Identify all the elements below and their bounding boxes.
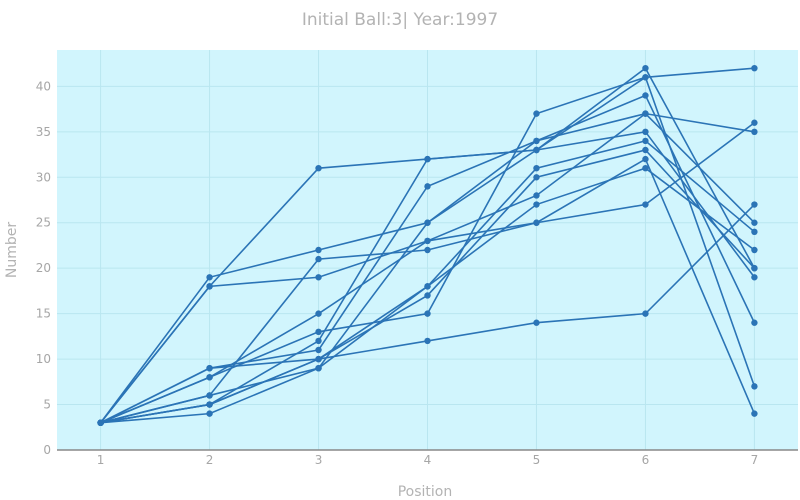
data-point	[424, 183, 431, 190]
data-point	[424, 310, 431, 317]
data-point	[424, 337, 431, 345]
data-point	[533, 110, 540, 117]
data-point	[206, 283, 213, 290]
data-point	[315, 164, 322, 172]
data-point	[315, 310, 322, 317]
data-point	[315, 337, 322, 345]
data-point	[206, 410, 213, 417]
y-tick-label: 0	[43, 443, 51, 457]
data-point	[751, 201, 758, 208]
data-point	[751, 264, 758, 272]
data-point	[751, 119, 758, 126]
data-point	[533, 201, 540, 208]
x-tick-label: 2	[206, 453, 214, 467]
data-point	[533, 137, 540, 145]
y-tick-label: 40	[36, 79, 51, 93]
data-point	[751, 410, 758, 417]
data-point	[206, 374, 213, 381]
data-point	[751, 128, 758, 136]
data-point	[751, 228, 758, 236]
data-point	[751, 383, 758, 390]
data-point	[424, 155, 431, 163]
data-point	[642, 92, 649, 99]
data-point	[642, 128, 649, 136]
data-point	[751, 219, 758, 226]
x-tick-label: 7	[751, 453, 759, 467]
y-tick-label: 30	[36, 170, 51, 184]
x-tick-label: 5	[533, 453, 541, 467]
x-tick-label: 3	[315, 453, 323, 467]
y-tick-label: 15	[36, 307, 51, 321]
data-point	[315, 246, 322, 254]
data-point	[206, 274, 213, 281]
x-tick-label: 4	[424, 453, 432, 467]
x-tick-label: 6	[642, 453, 650, 467]
data-point	[315, 255, 322, 263]
data-point	[424, 219, 431, 226]
data-point	[642, 155, 649, 163]
data-point	[533, 219, 540, 226]
y-tick-label: 35	[36, 125, 51, 139]
data-point	[642, 74, 649, 81]
data-point	[642, 137, 649, 145]
y-tick-label: 10	[36, 352, 51, 366]
data-point	[642, 201, 649, 208]
y-tick-label: 20	[36, 261, 51, 275]
data-point	[642, 146, 649, 154]
y-tick-label: 5	[43, 398, 51, 412]
data-point	[751, 274, 758, 281]
series-markers	[97, 64, 758, 426]
y-axis-title: Number	[4, 222, 20, 278]
data-point	[533, 174, 540, 181]
data-point	[533, 164, 540, 172]
data-point	[751, 64, 758, 72]
data-point	[424, 246, 431, 254]
data-point	[424, 283, 431, 290]
data-point	[642, 164, 649, 172]
data-point	[751, 319, 758, 326]
data-point	[206, 364, 213, 372]
data-point	[424, 237, 431, 245]
data-point	[206, 392, 213, 399]
data-point	[315, 355, 322, 363]
chart-title: Initial Ball:3| Year:1997	[302, 10, 498, 30]
data-point	[315, 346, 322, 354]
tick-labels: 0 5 10 15 20 25 30 35 40 1 2 3 4 5 6 7	[36, 79, 759, 467]
data-point	[533, 192, 540, 199]
data-point	[315, 328, 322, 336]
data-point	[751, 246, 758, 254]
data-point	[533, 319, 540, 326]
x-axis-title: Position	[398, 484, 453, 500]
data-point	[642, 310, 649, 317]
data-point	[533, 146, 540, 154]
data-point	[315, 274, 322, 281]
data-point	[315, 364, 322, 372]
data-point	[97, 419, 104, 426]
data-point	[642, 110, 649, 117]
y-tick-label: 25	[36, 216, 51, 230]
data-point	[642, 64, 649, 72]
data-point	[206, 401, 213, 408]
x-tick-label: 1	[97, 453, 105, 467]
data-point	[424, 292, 431, 299]
